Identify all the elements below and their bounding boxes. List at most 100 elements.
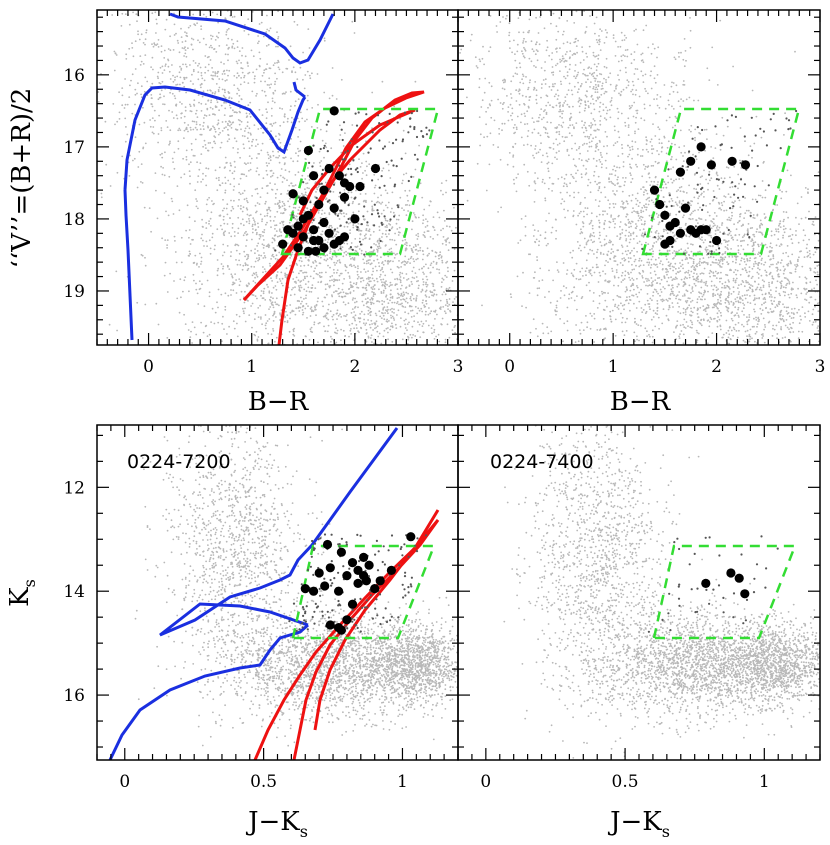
field-star [233,111,236,114]
field-star [248,218,250,220]
field-star [469,350,471,352]
field-star [157,39,160,41]
field-star [590,67,593,70]
field-star [228,232,231,234]
field-star [217,90,220,93]
field-star [392,211,395,214]
field-star [524,123,526,126]
field-star [131,47,134,49]
faint-selected-star [339,224,342,227]
field-star [256,339,259,342]
selected-star [355,181,365,192]
field-star [297,279,300,282]
field-star [306,118,308,121]
field-star [302,78,304,81]
field-star [717,244,720,247]
field-star [588,124,591,127]
field-star [274,121,277,124]
field-star [403,294,406,296]
field-star [294,100,297,103]
field-star [398,293,400,296]
field-star [401,305,404,307]
field-star [188,236,190,239]
field-star [249,214,252,217]
field-star [256,231,258,234]
field-star [381,323,383,325]
field-star [393,308,395,311]
field-star [271,429,273,431]
field-star [405,297,408,300]
field-star [466,258,468,260]
field-star [313,270,315,273]
field-star [652,244,654,247]
field-star [393,319,396,321]
field-star [278,230,281,232]
field-star [391,307,393,310]
field-star [430,262,433,265]
field-star [311,72,313,75]
field-star [613,256,615,259]
field-star [435,346,437,348]
field-star [387,331,389,334]
field-star [720,314,723,317]
field-star [450,84,452,86]
field-star [539,234,542,237]
field-star [572,177,575,180]
field-star [224,182,227,185]
faint-selected-star [420,130,423,133]
field-star [203,117,205,119]
field-star [331,279,333,281]
faint-selected-star [352,159,355,162]
field-star [83,29,85,31]
field-star [324,315,327,318]
field-star [151,43,153,45]
field-star [191,342,194,344]
field-star [218,176,220,179]
field-star [318,271,321,274]
field-star [254,229,257,232]
selected-star [288,189,298,199]
field-star [424,236,426,239]
field-star [401,284,403,287]
field-star [523,112,526,115]
field-star [389,296,392,299]
field-star [319,216,322,219]
faint-selected-star [373,224,376,227]
field-star [278,361,280,363]
field-star [755,319,758,321]
field-star [714,147,717,150]
field-star [202,145,205,148]
field-star [226,203,229,206]
field-star [670,276,672,279]
field-star [207,69,210,72]
field-star [279,312,281,315]
field-star [327,369,329,371]
field-star [826,266,828,268]
y-tick-label: 17 [63,138,85,158]
field-star [180,67,183,70]
field-star [287,117,289,120]
field-star [231,46,234,49]
field-star [351,124,354,126]
field-star [225,368,227,370]
field-star [431,332,433,335]
field-star [274,89,277,92]
field-star [478,285,480,287]
field-star [375,320,378,323]
field-star [676,277,678,280]
faint-selected-star [344,174,347,177]
field-star [240,128,242,131]
field-star [673,235,675,238]
field-star [399,386,401,388]
field-star [230,273,233,276]
field-star [325,317,328,320]
field-star [472,234,474,236]
field-star [397,309,400,312]
field-star [217,133,220,136]
field-star [134,103,136,106]
field-star [230,209,233,212]
field-star [705,205,707,207]
field-star [429,312,431,315]
field-star [321,300,324,303]
field-star [319,128,322,131]
